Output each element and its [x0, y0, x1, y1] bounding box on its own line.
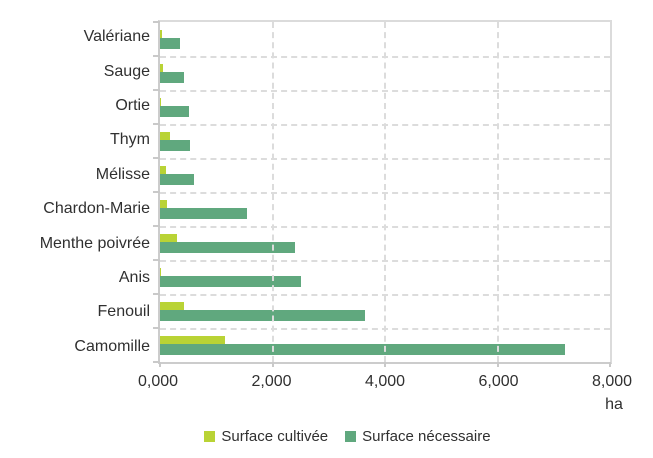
x-tick-label: 4,000	[364, 373, 406, 390]
bar-surface-necessaire	[160, 105, 189, 117]
y-axis-tick	[153, 259, 160, 261]
bar-surface-cultivee	[160, 29, 162, 38]
category-label: Chardon-Marie	[43, 200, 150, 218]
legend-item-surface-cultivee: Surface cultivée	[204, 428, 328, 445]
bar-surface-cultivee	[160, 301, 185, 310]
x-axis-tick	[496, 362, 499, 367]
category-label: Mélisse	[95, 165, 150, 183]
category-label: Valériane	[83, 28, 150, 46]
y-axis-tick	[153, 157, 160, 159]
bar-surface-cultivee	[160, 131, 170, 140]
bar-row	[160, 90, 610, 124]
horizontal-gridline	[160, 328, 610, 330]
legend-swatch-cultivee-icon	[204, 431, 216, 442]
horizontal-gridline	[160, 294, 610, 296]
bar-surface-cultivee	[160, 335, 225, 344]
horizontal-gridline	[160, 260, 610, 262]
x-tick-label: 6,000	[478, 373, 519, 390]
bar-row	[160, 22, 610, 56]
bar-surface-cultivee	[160, 165, 167, 174]
bar-surface-necessaire	[160, 37, 180, 49]
x-axis-tick-labels: 0,000 2,000 4,000 6,000 8,000	[138, 373, 632, 395]
bar-surface-necessaire	[160, 343, 565, 355]
bar-row	[160, 294, 610, 328]
bar-row	[160, 124, 610, 158]
x-axis-tick	[159, 362, 161, 367]
y-axis-tick	[153, 21, 160, 23]
y-axis-tick	[153, 191, 160, 193]
bar-surface-cultivee	[160, 233, 178, 242]
y-axis-tick	[153, 225, 160, 227]
bar-surface-necessaire	[160, 207, 248, 219]
x-tick-label: 0,000	[137, 373, 179, 390]
x-tick-label: 2,000	[251, 373, 292, 390]
legend-label-cultivee: Surface cultivée	[221, 428, 329, 445]
legend-swatch-necessaire-icon	[345, 431, 357, 442]
horizontal-gridline	[160, 56, 610, 58]
bar-surface-necessaire	[160, 309, 366, 321]
legend-item-surface-necessaire: Surface nécessaire	[345, 428, 491, 445]
x-axis-tick	[384, 362, 386, 367]
x-axis-tick	[271, 362, 274, 367]
y-axis-tick	[153, 361, 160, 363]
y-axis-tick	[153, 123, 160, 125]
bar-surface-necessaire	[160, 71, 184, 83]
bar-surface-necessaire	[160, 139, 190, 151]
y-axis-tick	[153, 89, 160, 91]
horizontal-gridline	[160, 226, 610, 228]
bar-row	[160, 260, 610, 294]
x-tick-label: 8,000	[591, 373, 633, 390]
y-axis-tick	[153, 293, 160, 295]
category-label: Thym	[110, 131, 150, 149]
bar-surface-cultivee	[160, 199, 167, 208]
bar-rows	[160, 22, 610, 362]
bar-row	[160, 56, 610, 90]
y-axis-tick	[153, 55, 160, 57]
category-label: Camomille	[74, 337, 150, 355]
y-axis-category-labels: Valériane Sauge Ortie Thym Mélisse Chardon-Ma…	[0, 20, 150, 364]
legend-label-necessaire: Surface nécessaire	[362, 428, 491, 445]
bar-surface-necessaire	[160, 173, 195, 185]
bar-surface-necessaire	[160, 275, 301, 287]
bar-row	[160, 328, 610, 362]
category-label: Anis	[118, 269, 150, 287]
bar-surface-cultivee	[160, 267, 162, 276]
legend: Surface cultivée Surface nécessaire	[0, 428, 653, 445]
category-label: Fenouil	[97, 303, 150, 321]
legend-items: Surface cultivée Surface nécessaire	[204, 428, 491, 445]
bar-surface-necessaire	[160, 241, 295, 253]
y-axis-tick	[153, 327, 160, 329]
bar-surface-cultivee	[160, 97, 161, 106]
bar-row	[160, 226, 610, 260]
bar-row	[160, 158, 610, 192]
x-axis-tick	[609, 362, 611, 367]
horizontal-gridline	[160, 124, 610, 126]
category-label: Menthe poivrée	[39, 234, 150, 252]
category-label: Sauge	[103, 62, 150, 80]
horizontal-gridline	[160, 90, 610, 92]
x-axis-unit-label: ha	[605, 396, 623, 413]
bar-row	[160, 192, 610, 226]
bar-surface-cultivee	[160, 63, 163, 72]
horizontal-gridline	[160, 192, 610, 194]
category-label: Ortie	[115, 97, 150, 115]
plot-area	[153, 20, 612, 367]
horizontal-gridline	[160, 158, 610, 160]
